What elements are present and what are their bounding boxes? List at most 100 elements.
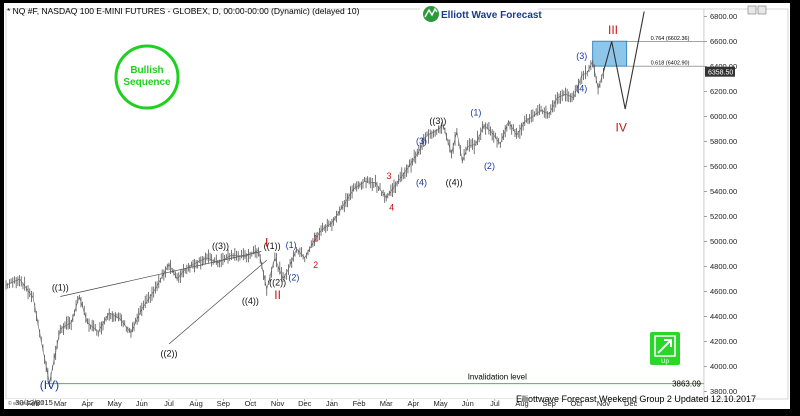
wave-label: (1) [286, 240, 297, 250]
wave-label: (3) [576, 51, 587, 61]
x-tick-label: May [433, 399, 447, 408]
restore-icon[interactable] [747, 5, 757, 15]
price-line [5, 60, 604, 383]
axes-layer: 3800.00 4000.00 4200.00 4400.00 4600.00 4800.… [6, 8, 789, 408]
wave-label: ((3)) [429, 116, 446, 126]
fib-label: 0.764 (6602.36) [651, 36, 690, 42]
invalidation-value: 3863.09 [672, 380, 701, 389]
close-icon[interactable] [757, 5, 767, 15]
x-tick-label: Nov [271, 399, 285, 408]
invalidation-label: Invalidation level [468, 373, 527, 382]
bullish-label-line2: Sequence [123, 77, 171, 88]
x-tick-label: Feb [353, 399, 366, 408]
logo-text: Elliott Wave Forecast [441, 10, 542, 21]
wave-labels-layer: (IV)((1))((2))((3))((4))I((1)) (1)((2))II… [40, 23, 627, 392]
y-tick-label: 5000.00 [710, 237, 737, 246]
x-tick-label: Apr [408, 399, 420, 408]
symbol-title: * NQ #F, NASDAQ 100 E-MINI FUTURES - GLO… [7, 6, 360, 16]
bullish-sequence-badge: Bullish Sequence [114, 44, 180, 110]
wave-label: 2 [313, 260, 318, 270]
wave-label: ((4)) [242, 296, 259, 306]
update-footer: Elliottwave Forecast Weekend Group 2 Upd… [516, 394, 756, 404]
y-tick-label: 4400.00 [710, 312, 737, 321]
y-tick-label: 4000.00 [710, 362, 737, 371]
wave-label: ((3)) [212, 241, 229, 251]
y-tick-label: 4200.00 [710, 337, 737, 346]
up-badge-frame [654, 335, 676, 357]
price-bars [5, 60, 604, 388]
x-tick-label: Jul [164, 399, 174, 408]
x-tick-label: Mar [54, 399, 67, 408]
x-tick-label: Aug [515, 399, 528, 408]
target-zone-box [592, 40, 628, 67]
y-tick-label: 6000.00 [710, 112, 737, 121]
x-tick-label: Jun [462, 399, 474, 408]
y-tick-label: 4600.00 [710, 287, 737, 296]
esignal-credit: © eSignal, 2017 [8, 400, 44, 407]
current-price-label: 6358.50 [708, 70, 733, 77]
projection-path [602, 11, 645, 110]
wave-label: IV [615, 121, 626, 135]
x-tick-label: May [108, 399, 122, 408]
y-tick-label: 5400.00 [710, 187, 737, 196]
x-tick-label: Sep [217, 399, 230, 408]
y-tick-label: 5600.00 [710, 162, 737, 171]
wave-label: ((1)) [52, 282, 69, 292]
y-tick-label: 4800.00 [710, 262, 737, 271]
x-tick-label: Jan [326, 399, 338, 408]
window-controls[interactable] [747, 5, 767, 15]
x-tick-label: Jul [490, 399, 500, 408]
x-tick-label: Jun [136, 399, 148, 408]
y-tick-label: 5800.00 [710, 137, 737, 146]
wave-label: (3) [416, 136, 427, 146]
x-tick-label: Oct [245, 399, 258, 408]
wave-label: (2) [288, 272, 299, 282]
logo-wave-icon [424, 7, 438, 18]
x-tick-label: Apr [82, 399, 94, 408]
y-tick-label: 6400.00 [710, 62, 737, 71]
up-arrow-icon [657, 339, 672, 354]
up-badge: Up [650, 332, 680, 365]
wave-label: 1 [313, 234, 318, 244]
price-series-layer [5, 11, 645, 388]
logo-plate [420, 4, 538, 24]
x-tick-label: Dec [298, 399, 312, 408]
wave-label: ((2)) [160, 349, 177, 359]
wave-label: I [265, 236, 268, 250]
wave-label: (1) [470, 107, 481, 117]
wave-label: III [608, 23, 618, 37]
price-chart[interactable]: Invalidation level 3863.09 0.764 (6602.36)… [4, 3, 790, 409]
x-tick-label: Nov [597, 399, 611, 408]
x-tick-label: Feb [27, 399, 40, 408]
current-price-marker [705, 66, 735, 77]
chart-panel: Invalidation level 3863.09 0.764 (6602.36)… [4, 3, 790, 409]
x-tick-label: Sep [543, 399, 556, 408]
y-tick-label: 5200.00 [710, 212, 737, 221]
x-first-date-label: 30/12/2015 [15, 398, 53, 407]
up-label: Up [661, 359, 669, 365]
channel-line [168, 259, 267, 345]
wave-label: (4) [416, 177, 427, 187]
y-tick-label: 6800.00 [710, 12, 737, 21]
x-tick-label: Mar [380, 399, 393, 408]
wave-label: (4) [576, 84, 587, 94]
wave-label: 4 [389, 202, 394, 212]
x-tick-label: Dec [624, 399, 638, 408]
bullish-circle [114, 44, 180, 110]
fib-label: 0.618 (6402.90) [651, 61, 690, 67]
wave-label: (IV) [40, 378, 59, 392]
y-tick-label: 6600.00 [710, 37, 737, 46]
wave-label: ((1)) [264, 241, 281, 251]
wave-label: II [274, 288, 281, 302]
wave-label: (2) [484, 161, 495, 171]
x-tick-label: Oct [571, 399, 584, 408]
y-tick-label: 6200.00 [710, 87, 737, 96]
elliott-wave-logo: Elliott Wave Forecast [420, 4, 542, 24]
time-axis-strip [6, 399, 704, 407]
wave-label: ((2)) [269, 277, 286, 287]
bullish-label-line1: Bullish [130, 65, 163, 76]
wave-label: 3 [386, 171, 391, 181]
y-tick-label: 3800.00 [710, 387, 737, 396]
wave-label: ((4)) [446, 177, 463, 187]
